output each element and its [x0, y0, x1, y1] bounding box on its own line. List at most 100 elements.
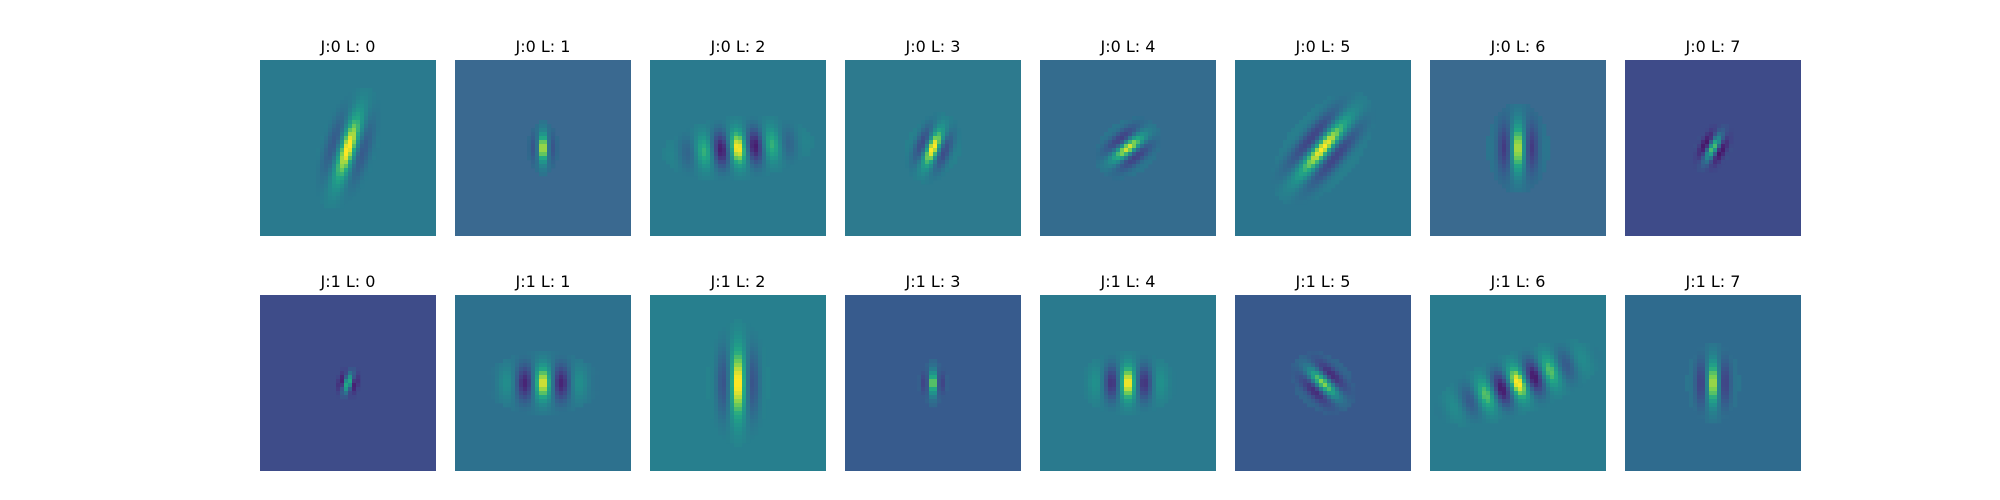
heatmap-cell — [794, 128, 799, 133]
heatmap-cell — [1299, 387, 1304, 392]
heatmap-cell — [547, 371, 552, 376]
heatmap-cell — [551, 371, 556, 376]
heatmap-cell — [1323, 156, 1328, 161]
heatmap-cell — [742, 423, 747, 428]
heatmap-cell — [682, 168, 687, 173]
heatmap-cell — [678, 136, 683, 141]
heatmap-cells — [1271, 92, 1376, 205]
heatmap-cell — [1299, 184, 1304, 189]
heatmap-cell — [1124, 140, 1129, 145]
heatmap-cell — [722, 423, 727, 428]
heatmap-cell — [1558, 387, 1563, 392]
heatmap-cell — [1339, 391, 1344, 396]
heatmap-cell — [1506, 172, 1511, 177]
heatmap-cell — [1470, 391, 1475, 396]
heatmap-cell — [344, 375, 349, 380]
heatmap-cell — [722, 435, 727, 440]
heatmap-cell — [1729, 148, 1734, 153]
heatmap-cell — [1295, 375, 1300, 380]
heatmap-cell — [1518, 172, 1523, 177]
heatmap-cell — [1721, 411, 1726, 416]
heatmap-cell — [1132, 152, 1137, 157]
heatmap-cell — [738, 363, 743, 368]
heatmap-cell — [1355, 144, 1360, 149]
heatmap-cell — [535, 399, 540, 404]
heatmap-cell — [1705, 419, 1710, 424]
heatmap-cell — [1132, 148, 1137, 153]
heatmap-cell — [742, 419, 747, 424]
heatmap-cell — [1307, 359, 1312, 364]
heatmap-cell — [1705, 128, 1710, 133]
heatmap-cell — [1347, 108, 1352, 113]
heatmap-cell — [531, 407, 536, 412]
heatmap-cell — [1721, 391, 1726, 396]
heatmap-cell — [746, 367, 751, 372]
heatmap-cell — [1351, 92, 1356, 97]
heatmap-cell — [734, 319, 739, 324]
heatmap-cell — [1283, 176, 1288, 181]
heatmap-cell — [945, 160, 950, 165]
heatmap-cell — [324, 124, 329, 129]
heatmap-cell — [1546, 375, 1551, 380]
heatmap-cell — [1339, 168, 1344, 173]
heatmap-cell — [348, 164, 353, 169]
heatmap-cell — [746, 411, 751, 416]
heatmap-cell — [1124, 351, 1129, 356]
heatmap-cell — [762, 164, 767, 169]
heatmap-cell — [344, 172, 349, 177]
heatmap-cell — [515, 387, 520, 392]
heatmap-cell — [340, 371, 345, 376]
heatmap-cell — [726, 363, 731, 368]
heatmap-cell — [575, 367, 580, 372]
heatmap-cell — [726, 172, 731, 177]
heatmap-cell — [551, 128, 556, 133]
heatmap-cell — [1275, 160, 1280, 165]
heatmap-cell — [1096, 399, 1101, 404]
heatmap-cell — [1132, 144, 1137, 149]
heatmap-cell — [1438, 407, 1443, 412]
heatmap-cell — [368, 164, 373, 169]
heatmap-cell — [1315, 176, 1320, 181]
heatmap-cell — [1144, 383, 1149, 388]
heatmap-cell — [547, 359, 552, 364]
heatmap-cell — [710, 132, 715, 137]
heatmap-cell — [1530, 116, 1535, 121]
heatmap-cell — [1287, 180, 1292, 185]
heatmap-cell — [491, 379, 496, 384]
heatmap-cell — [1307, 148, 1312, 153]
heatmap-cell — [595, 391, 600, 396]
heatmap-cell — [1295, 176, 1300, 181]
heatmap-cell — [1327, 152, 1332, 157]
heatmap-cell — [1152, 387, 1157, 392]
heatmap-cell — [1108, 395, 1113, 400]
heatmap-cell — [1713, 343, 1718, 348]
heatmap-cell — [336, 116, 341, 121]
heatmap-cell — [1578, 375, 1583, 380]
heatmap-cell — [579, 375, 584, 380]
heatmap-cell — [1570, 355, 1575, 360]
heatmap-cell — [503, 387, 508, 392]
heatmap-cell — [1335, 96, 1340, 101]
heatmap-cell — [762, 168, 767, 173]
heatmap-cell — [531, 367, 536, 372]
heatmap-cell — [1534, 359, 1539, 364]
heatmap-cell — [1140, 383, 1145, 388]
heatmap-cell — [364, 172, 369, 177]
heatmap-cell — [1550, 355, 1555, 360]
heatmap-cell — [722, 144, 727, 149]
heatmap-cell — [1574, 383, 1579, 388]
heatmap-cell — [722, 399, 727, 404]
heatmap-cell — [786, 156, 791, 161]
heatmap-cell — [953, 152, 958, 157]
heatmap-cell — [1311, 184, 1316, 189]
heatmap-cell — [1542, 140, 1547, 145]
heatmap-cell — [1084, 387, 1089, 392]
heatmap-cell — [1331, 128, 1336, 133]
heatmap-cell — [1538, 403, 1543, 408]
heatmap-cell — [798, 152, 803, 157]
heatmap-cell — [1287, 176, 1292, 181]
heatmap-cell — [368, 120, 373, 125]
heatmap-cell — [1438, 395, 1443, 400]
heatmap-cell — [336, 192, 341, 197]
heatmap-cell — [1172, 387, 1177, 392]
